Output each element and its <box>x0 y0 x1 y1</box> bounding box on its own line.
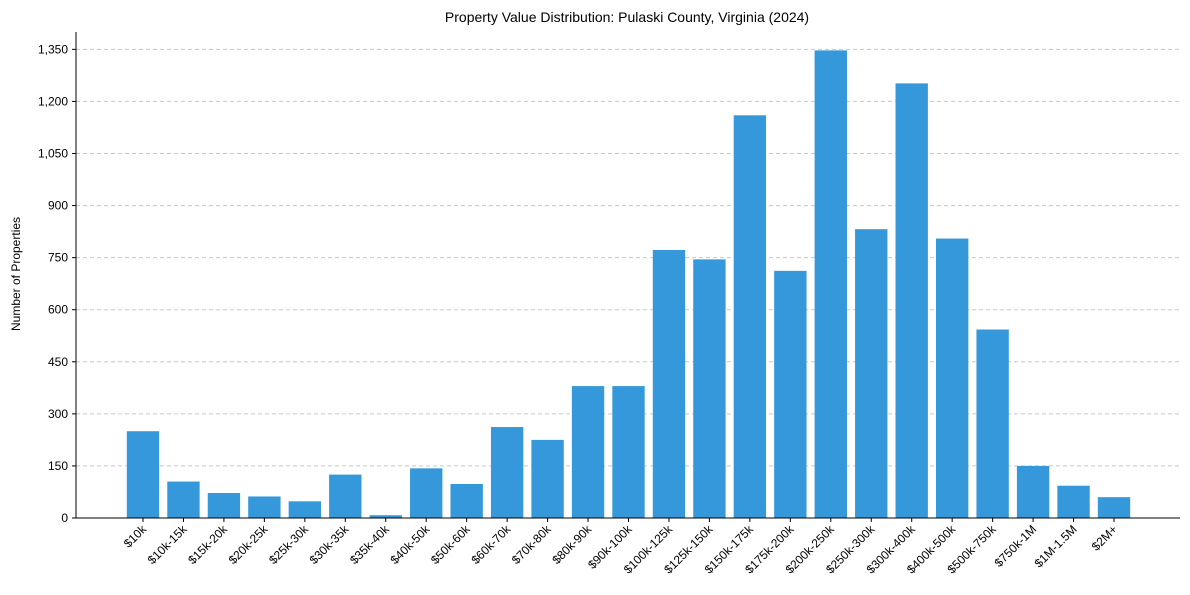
x-tick-label: $750k-1M <box>992 522 1040 570</box>
bar-25 <box>1097 497 1131 518</box>
bar-3 <box>207 493 241 518</box>
bar-13 <box>612 386 645 518</box>
x-tick-label: $20k-25k <box>226 522 272 568</box>
bar-22 <box>976 329 1009 518</box>
bars <box>126 50 1131 519</box>
x-tick-label: $10k-15k <box>145 522 191 568</box>
bar-7 <box>369 515 402 518</box>
x-tick-label: $15k-20k <box>185 522 231 568</box>
bar-24 <box>1057 485 1090 518</box>
x-tick-label: $10k <box>121 522 150 551</box>
bar-9 <box>450 483 483 518</box>
x-tick-label: $2M+ <box>1089 522 1120 553</box>
bar-4 <box>248 496 281 518</box>
bar-20 <box>895 83 928 519</box>
chart-title: Property Value Distribution: Pulaski Cou… <box>445 9 809 25</box>
bar-17 <box>774 270 807 518</box>
x-tick-label: $60k-70k <box>468 522 514 568</box>
x-tick-label: $50k-60k <box>428 522 474 568</box>
y-tick-label: 1,350 <box>38 42 68 56</box>
y-axis-ticks: 0 150 300 450 600 750 900 1,050 1,200 1,350 <box>38 42 76 525</box>
bar-16 <box>733 115 767 519</box>
y-tick-label: 450 <box>48 355 68 369</box>
x-axis-ticks: $10k$10k-15k$15k-20k$20k-25k$25k-30k$30k… <box>121 518 1120 576</box>
y-tick-label: 150 <box>48 459 68 473</box>
x-tick-label: $25k-30k <box>266 522 312 568</box>
y-tick-label: 750 <box>48 251 68 265</box>
bar-19 <box>855 229 888 519</box>
y-tick-label: 900 <box>48 199 68 213</box>
bar-11 <box>531 439 564 518</box>
bar-10 <box>490 427 524 518</box>
bar-1 <box>126 431 160 518</box>
bar-12 <box>571 386 605 518</box>
x-tick-label: $40k-50k <box>388 522 434 568</box>
y-tick-label: 300 <box>48 407 68 421</box>
bar-15 <box>693 259 726 518</box>
bar-6 <box>329 474 362 518</box>
bar-14 <box>652 250 686 518</box>
bar-2 <box>167 481 200 518</box>
y-tick-label: 1,200 <box>38 94 68 108</box>
y-tick-label: 0 <box>61 511 68 525</box>
bar-23 <box>1016 465 1050 518</box>
bar-18 <box>814 50 847 519</box>
y-tick-label: 600 <box>48 303 68 317</box>
x-tick-label: $1M-1.5M <box>1032 522 1080 570</box>
x-tick-label: $35k-40k <box>347 522 393 568</box>
bar-21 <box>935 238 969 519</box>
bar-5 <box>288 501 322 518</box>
bar-8 <box>410 468 443 518</box>
y-tick-label: 1,050 <box>38 147 68 161</box>
x-tick-label: $70k-80k <box>509 522 555 568</box>
x-tick-label: $30k-35k <box>307 522 353 568</box>
y-axis-label: Number of Properties <box>9 217 23 331</box>
